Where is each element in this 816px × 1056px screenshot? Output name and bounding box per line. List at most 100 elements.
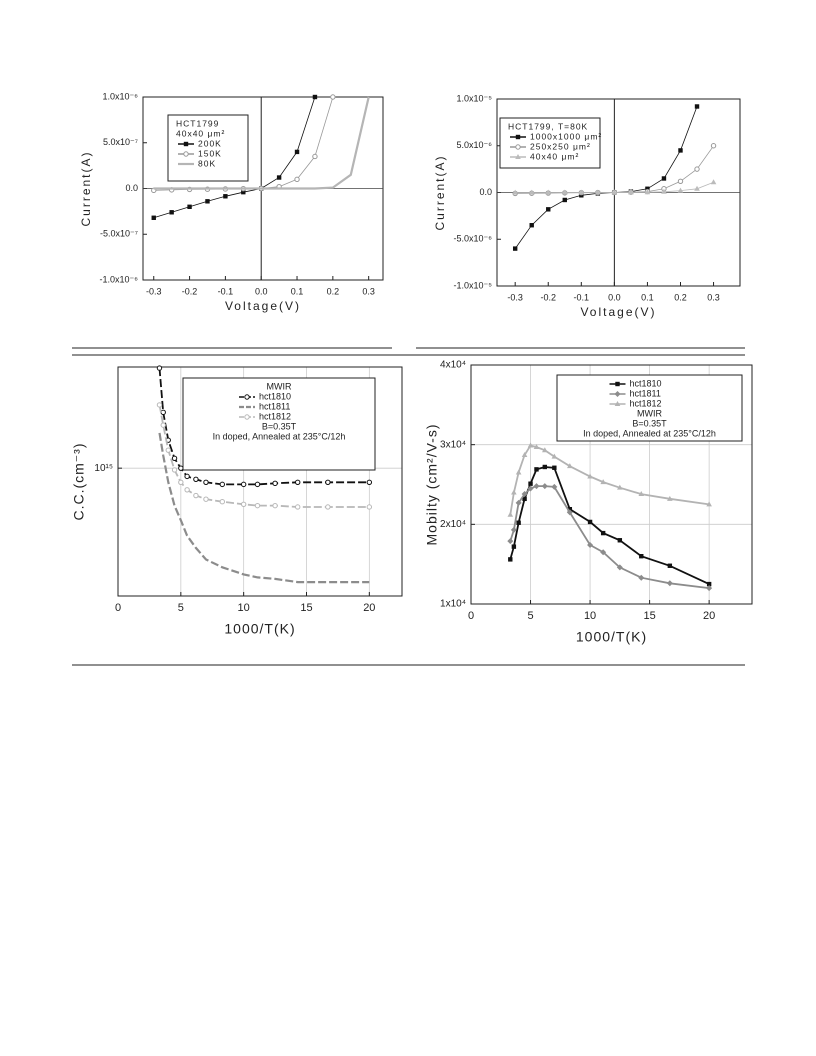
legend-box xyxy=(556,374,743,442)
x-tick-label: 0.2 xyxy=(674,292,687,302)
marker xyxy=(294,176,300,183)
marker xyxy=(552,465,557,470)
marker xyxy=(272,480,278,487)
chart: 0 5 10 15 20 1x10⁴ 2x10⁴ 3x10⁴ 4x10⁴ 1000/T(K) Mob… xyxy=(424,360,753,645)
legend-label: hct1810 xyxy=(630,378,662,388)
x-tick-label: -0.2 xyxy=(182,286,198,296)
y-tick-label: -1.0x10⁻⁵ xyxy=(453,280,492,290)
legend-label: 200K xyxy=(198,138,222,148)
marker xyxy=(508,557,513,562)
marker xyxy=(515,499,522,506)
marker xyxy=(156,365,163,371)
marker xyxy=(587,473,593,479)
marker xyxy=(611,189,618,195)
marker xyxy=(183,151,189,157)
marker xyxy=(614,401,621,406)
marker xyxy=(272,502,278,509)
marker xyxy=(706,581,712,587)
marker xyxy=(515,469,522,475)
y-tick-label: -1.0x10⁻⁶ xyxy=(100,274,139,284)
x-tick-label: 15 xyxy=(643,610,655,622)
marker xyxy=(240,501,247,508)
legend-label: hct1811 xyxy=(630,388,661,398)
chart: 0 5 10 15 2010¹⁵1000/T(K)C.C.(cm⁻³)MWIRhct18… xyxy=(71,365,403,637)
marker xyxy=(512,189,518,195)
marker xyxy=(294,149,300,155)
legend-label: 40x40 μm² xyxy=(530,151,579,161)
x-tick-label: 0.0 xyxy=(255,286,268,296)
marker xyxy=(193,492,199,499)
marker xyxy=(219,499,226,505)
legend-box xyxy=(499,117,601,169)
legend-label: 150K xyxy=(198,148,222,158)
marker xyxy=(710,179,717,185)
marker xyxy=(223,194,228,199)
legend-box xyxy=(182,377,376,471)
y-tick-label: -5.0x10⁻⁶ xyxy=(454,234,493,244)
marker xyxy=(616,564,623,571)
y-tick-label: 2x10⁴ xyxy=(440,519,466,530)
x-tick-label: 0 xyxy=(115,602,121,614)
marker xyxy=(528,481,533,486)
marker xyxy=(527,485,534,492)
marker xyxy=(678,148,683,153)
x-tick-label: 15 xyxy=(300,602,312,614)
marker xyxy=(595,189,601,195)
marker xyxy=(667,563,673,568)
marker xyxy=(312,94,318,100)
legend-label: 1000x1000 μm² xyxy=(530,131,602,141)
x-axis-label: Voltage(V) xyxy=(225,299,301,313)
marker xyxy=(614,391,621,397)
marker xyxy=(661,188,667,194)
x-tick-label: 0.0 xyxy=(608,292,621,302)
x-tick-label: 0.3 xyxy=(707,292,720,302)
marker xyxy=(694,104,700,109)
marker xyxy=(587,519,593,525)
y-tick-label: 0.0 xyxy=(125,183,138,193)
marker xyxy=(205,199,210,204)
marker xyxy=(587,542,594,549)
series-line xyxy=(509,485,710,589)
legend-text: B=0.35T xyxy=(632,418,667,428)
marker xyxy=(241,189,246,195)
marker xyxy=(661,176,667,181)
legend-text: HCT1799 xyxy=(176,118,219,128)
x-tick-label: -0.1 xyxy=(574,292,590,302)
x-tick-label: -0.1 xyxy=(218,286,234,296)
marker xyxy=(541,483,548,490)
legend-text: B=0.35T xyxy=(262,421,297,431)
y-tick-label: 10¹⁵ xyxy=(94,463,113,474)
marker xyxy=(276,175,282,180)
marker xyxy=(546,207,551,212)
marker xyxy=(542,447,548,453)
marker xyxy=(219,481,226,488)
x-tick-label: -0.2 xyxy=(540,292,556,302)
legend-label: 250x250 μm² xyxy=(530,141,591,151)
legend-text: In doped, Annealed at 235°C/12h xyxy=(583,428,716,438)
series-line xyxy=(153,96,316,219)
marker xyxy=(644,189,651,195)
y-tick-label: 4x10⁴ xyxy=(440,360,466,371)
x-tick-label: -0.3 xyxy=(146,286,162,296)
marker xyxy=(534,467,539,472)
marker xyxy=(533,483,540,490)
y-tick-label: 1.0x10⁻⁵ xyxy=(456,93,492,103)
x-tick-label: 10 xyxy=(584,610,596,622)
y-tick-label: 3x10⁴ xyxy=(440,439,466,450)
marker xyxy=(617,484,623,490)
marker xyxy=(171,455,178,462)
marker xyxy=(677,187,684,193)
marker xyxy=(312,153,318,160)
marker xyxy=(516,520,521,525)
x-tick-label: 10 xyxy=(238,602,250,614)
chart: -0.3 -0.2 -0.1 0.0 0.1 0.2 0.3 -1.0x10⁻⁶ -5.0x10… xyxy=(79,91,384,313)
marker xyxy=(156,402,163,408)
y-axis-label: Mobilty (cm²/V-s) xyxy=(424,424,440,546)
marker xyxy=(507,511,514,517)
marker xyxy=(567,506,573,512)
marker xyxy=(294,479,301,486)
marker xyxy=(244,414,250,420)
legend-text: HCT1799, T=80K xyxy=(508,121,588,131)
